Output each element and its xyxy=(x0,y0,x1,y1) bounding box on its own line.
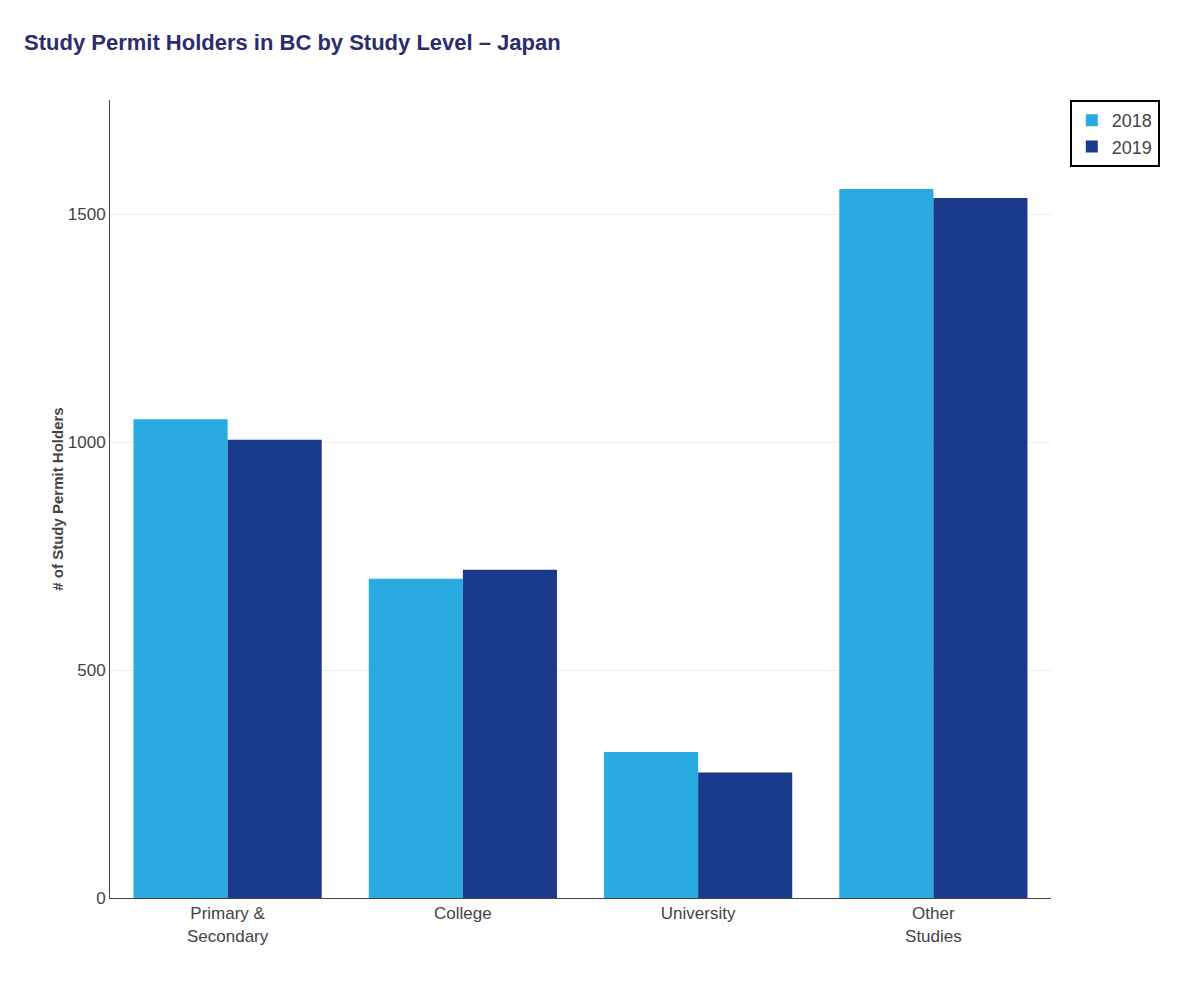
svg-text:2019: 2019 xyxy=(1112,138,1152,158)
svg-text:OtherStudies: OtherStudies xyxy=(905,904,962,945)
svg-text:1500: 1500 xyxy=(68,205,106,224)
svg-text:College: College xyxy=(434,904,492,923)
svg-text:1000: 1000 xyxy=(68,433,106,452)
svg-text:Study Permit Holders in BC by: Study Permit Holders in BC by Study Leve… xyxy=(24,30,561,55)
svg-text:2018: 2018 xyxy=(1112,111,1152,131)
svg-text:Primary &Secondary: Primary &Secondary xyxy=(187,904,269,945)
svg-text:# of Study Permit Holders: # of Study Permit Holders xyxy=(49,407,66,590)
svg-text:0: 0 xyxy=(96,889,105,908)
svg-text:500: 500 xyxy=(77,661,105,680)
svg-text:University: University xyxy=(661,904,736,923)
